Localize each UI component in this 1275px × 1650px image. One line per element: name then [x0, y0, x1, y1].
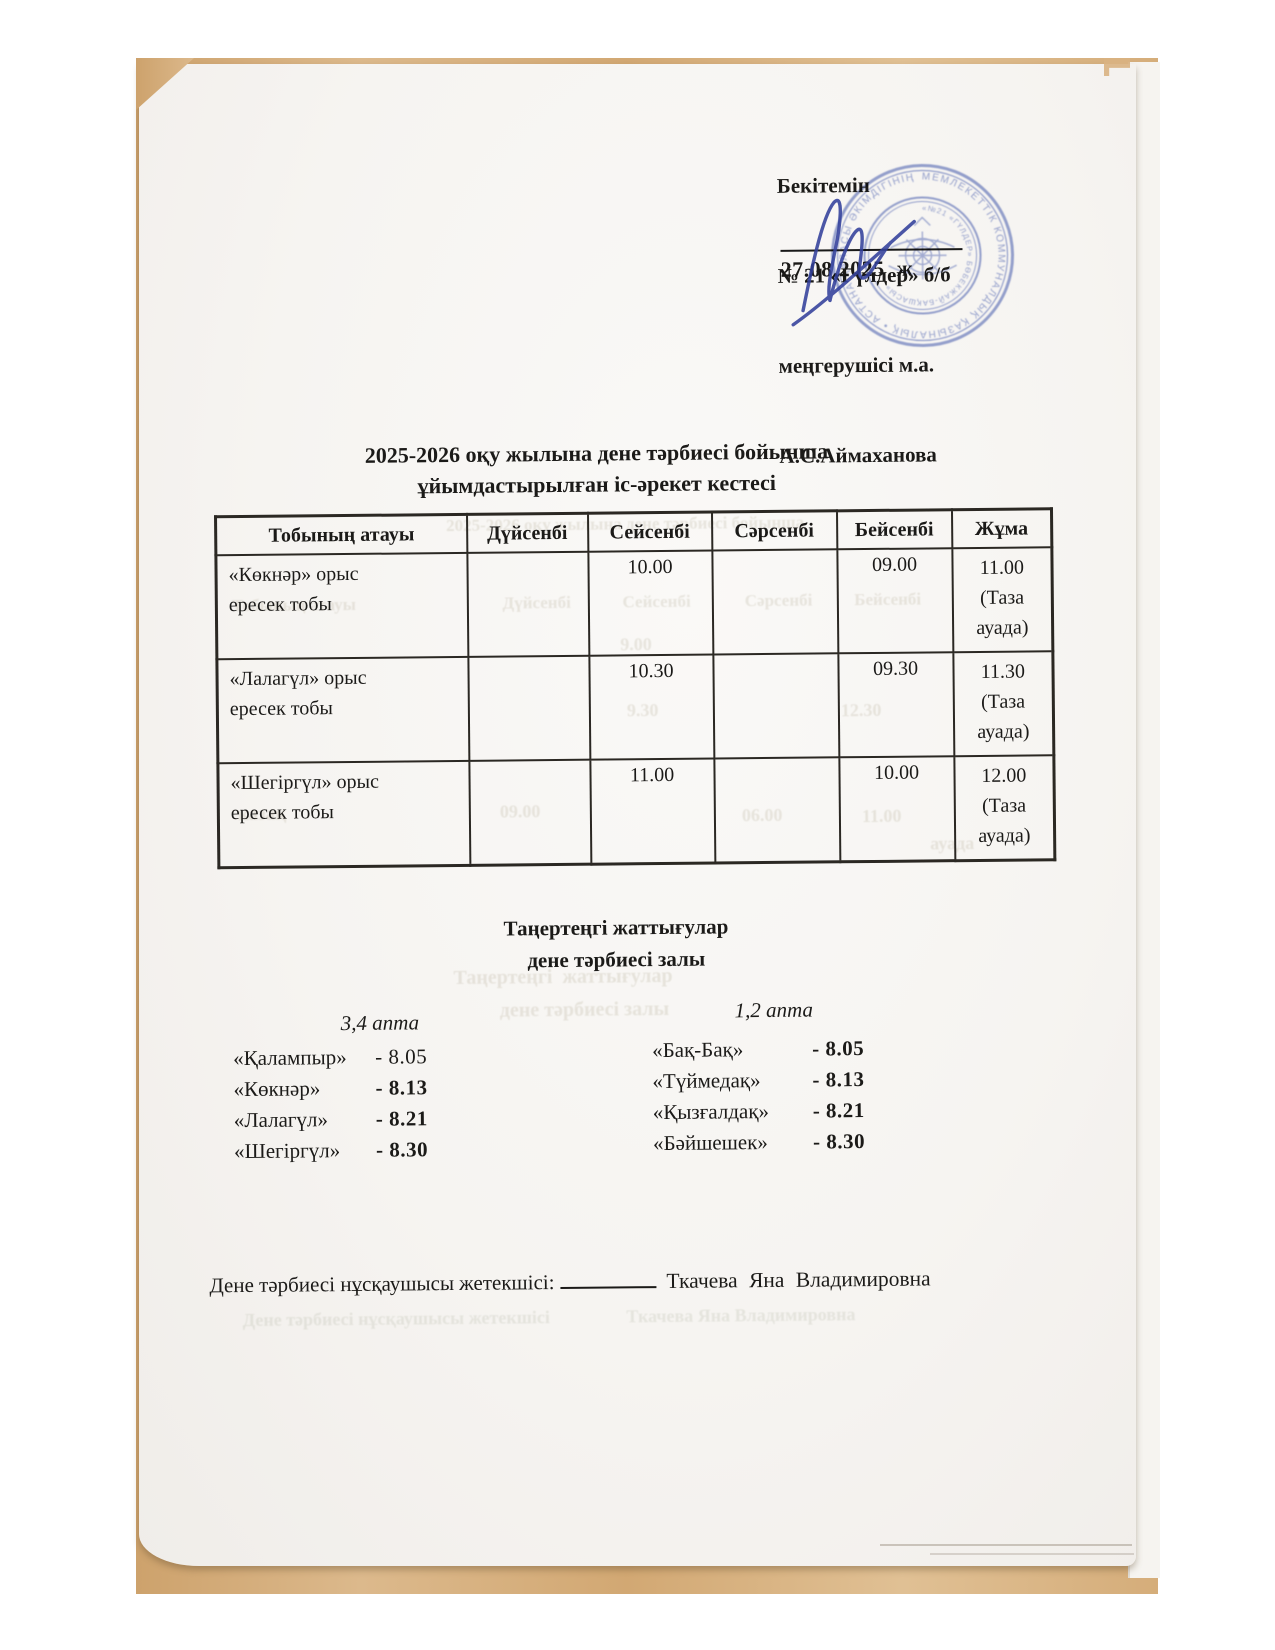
- thursday-cell: 10.00: [838, 756, 955, 862]
- roster-item: «Көкнәр» - 8.13: [233, 1072, 493, 1105]
- morning-title-line-1: Таңертеңгі жаттығулар: [503, 914, 729, 941]
- thursday-cell: 09.30: [837, 652, 954, 758]
- approval-line: меңгерушісі м.а.: [778, 352, 935, 378]
- group-time: - 8.21: [375, 1106, 428, 1131]
- roster-item: «Шегіргүл» - 8.30: [234, 1134, 494, 1167]
- paper-sheet: [139, 64, 1136, 1566]
- morning-exercises-title: Таңертеңгі жаттығулар дене тәрбиесі залы: [381, 909, 852, 978]
- roster-item: «Түймедақ» - 8.13: [652, 1064, 892, 1097]
- monday-cell: [467, 655, 590, 761]
- instructor-signature-line: Дене тәрбиесі нұсқаушысы жетекшісі: Ткач…: [209, 1262, 1049, 1298]
- col-header-thursday: Бейсенбі: [836, 509, 952, 550]
- roster-item: «Қалампыр» - 8.05: [233, 1041, 493, 1074]
- col-header-monday: Дүйсенбі: [466, 513, 588, 553]
- group-time: - 8.13: [812, 1067, 865, 1092]
- stamp-emblem: [888, 216, 957, 280]
- roster-weeks-1-2: «Бақ-Бақ» - 8.05 «Түймедақ» - 8.13 «Қызғ…: [652, 1033, 893, 1159]
- signature-blank: [560, 1266, 657, 1290]
- group-time: - 8.30: [812, 1129, 866, 1154]
- ghost-morning-subtitle: дене тәрбиесі залы: [499, 997, 670, 1022]
- group-name: «Түймедақ»: [652, 1068, 761, 1094]
- group-name: «Лалагүл»: [233, 1107, 329, 1133]
- wednesday-cell: [713, 757, 840, 864]
- paper-stack-edge: [880, 1544, 1132, 1546]
- roster-item: «Бақ-Бақ» - 8.05: [652, 1033, 892, 1066]
- group-time: - 8.21: [812, 1098, 865, 1123]
- group-name: «Қалампыр»: [233, 1045, 347, 1071]
- handwritten-signature: [791, 198, 916, 327]
- official-stamp: МЕМЛЕКЕТТІК КОММУНАЛДЫҚ ҚАЗЫНАЛЫҚ • АСТА…: [828, 161, 1015, 347]
- wednesday-cell: [712, 653, 839, 759]
- col-header-friday: Жұма: [951, 508, 1052, 549]
- friday-cell: 12.00 (Таза ауада): [953, 755, 1055, 861]
- monday-cell: [466, 551, 589, 657]
- roster-item: «Бәйшешек» - 8.30: [653, 1126, 893, 1159]
- group-name: «Бақ-Бақ»: [652, 1037, 744, 1063]
- table-row: «Көкнәр» орыс ересек тобы 10.00 09.00 11…: [215, 547, 1053, 660]
- week-label-3-4: 3,4 апта: [340, 1010, 420, 1036]
- group-name: «Бәйшешек»: [652, 1130, 768, 1156]
- roster-item: «Қызғалдақ» - 8.21: [653, 1095, 893, 1128]
- roster-item: «Лалагүл» - 8.21: [234, 1103, 494, 1136]
- group-name-cell: «Шегіргүл» орыс ересек тобы: [217, 760, 470, 868]
- group-time: - 8.05: [812, 1036, 865, 1061]
- monday-cell: [468, 759, 591, 866]
- group-name: «Шегіргүл»: [233, 1138, 341, 1164]
- tuesday-cell: 10.00: [587, 550, 713, 656]
- group-name: «Көкнәр»: [233, 1076, 321, 1102]
- friday-cell: 11.00 (Таза ауада): [951, 547, 1053, 653]
- week-label-1-2: 1,2 апта: [734, 997, 814, 1023]
- table-row: «Шегіргүл» орыс ересек тобы 11.00 10.00 …: [217, 755, 1055, 868]
- table-row: «Лалагүл» орыс ересек тобы 10.30 09.30 1…: [216, 651, 1054, 764]
- friday-cell: 11.30 (Таза ауада): [952, 651, 1054, 757]
- tuesday-cell: 10.30: [588, 654, 714, 760]
- wednesday-cell: [711, 549, 838, 655]
- instructor-name: Ткачева Яна Владимировна: [666, 1266, 931, 1293]
- morning-title-line-2: дене тәрбиесі залы: [527, 946, 706, 973]
- group-name-cell: «Лалагүл» орыс ересек тобы: [216, 656, 469, 764]
- group-time: - 8.30: [375, 1137, 429, 1162]
- col-header-tuesday: Сейсенбі: [587, 512, 712, 552]
- col-header-wednesday: Сәрсенбі: [711, 510, 837, 551]
- tuesday-cell: 11.00: [589, 758, 715, 865]
- document-title: 2025-2026 оқу жылына дене тәрбиесі бойын…: [236, 434, 957, 503]
- instructor-label: Дене тәрбиесі нұсқаушысы жетекшісі:: [209, 1270, 555, 1298]
- roster-weeks-3-4: «Қалампыр» - 8.05 «Көкнәр» - 8.13 «Лалаг…: [233, 1041, 494, 1167]
- thursday-cell: 09.00: [836, 548, 953, 654]
- col-header-group-name: Тобының атауы: [215, 514, 467, 556]
- group-time: - 8.05: [375, 1044, 428, 1069]
- schedule-table: Тобының атауы Дүйсенбі Сейсенбі Сәрсенбі…: [214, 507, 1057, 870]
- group-name: «Қызғалдақ»: [652, 1098, 770, 1125]
- group-time: - 8.13: [375, 1075, 428, 1100]
- group-name-cell: «Көкнәр» орыс ересек тобы: [215, 552, 468, 660]
- paper-stack-edge: [930, 1553, 1134, 1555]
- ghost-footer-line: Дене тәрбиесі нұсқаушысы жетекшісі Ткаче…: [242, 1304, 856, 1331]
